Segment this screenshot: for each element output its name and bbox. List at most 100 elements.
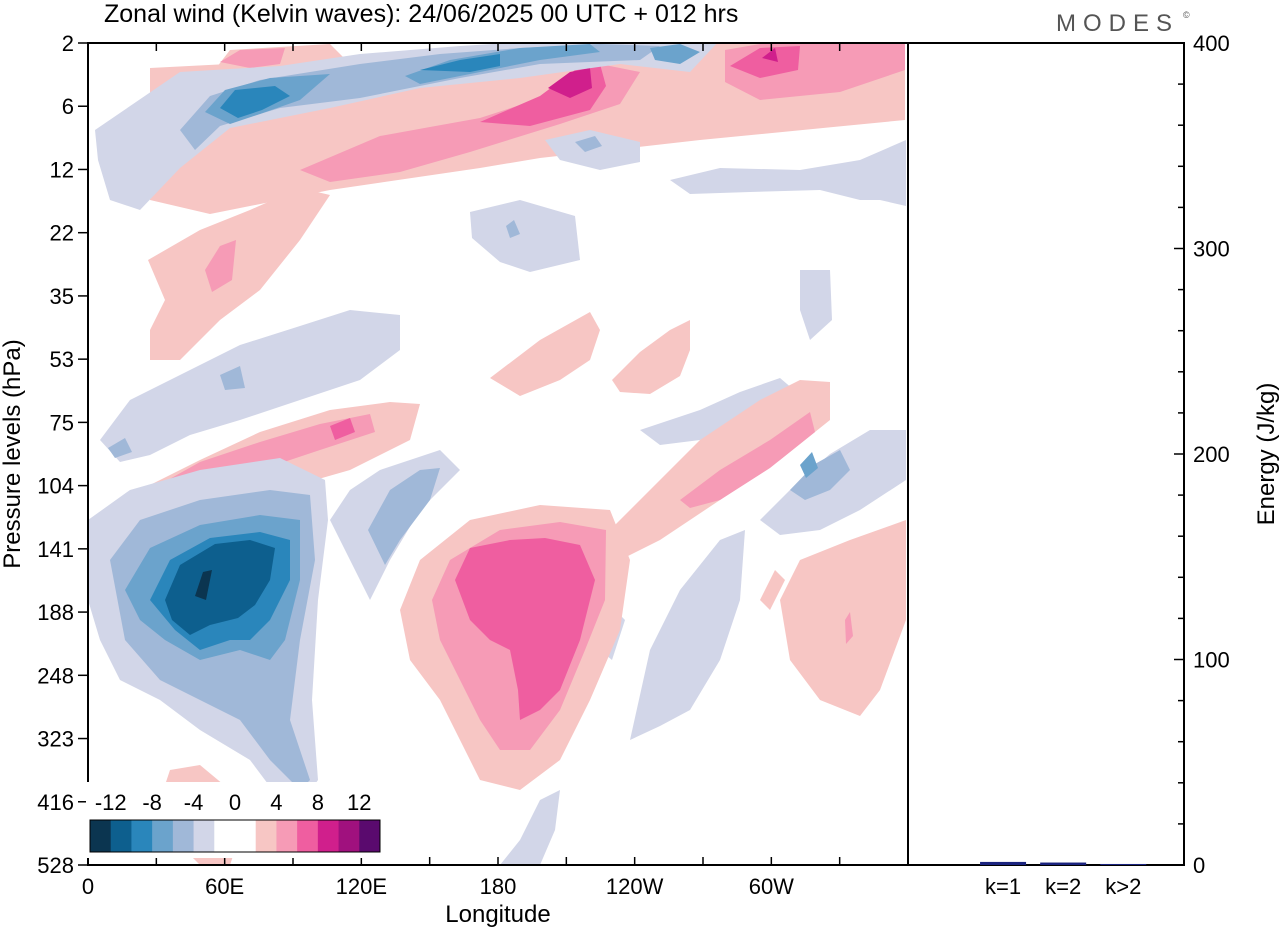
energy-panel-frame: [907, 42, 1185, 866]
y-tick-label: 104: [37, 474, 74, 499]
negative-contour-17: [575, 136, 602, 152]
y-tick-label: 35: [50, 284, 74, 309]
negative-contour-21: [860, 142, 906, 206]
energy-bars: [980, 861, 1147, 865]
negative-contour-13: [405, 44, 600, 84]
y-tick-label: 248: [37, 663, 74, 688]
negative-contour-20: [670, 140, 906, 200]
negative-contour-26: [100, 310, 400, 462]
negative-contour-48: [368, 468, 440, 565]
negative-contour-30: [108, 438, 132, 458]
positive-contour-38: [760, 570, 785, 610]
chart-title: Zonal wind (Kelvin waves): 24/06/2025 00…: [104, 0, 738, 28]
colorbar-label: 8: [312, 790, 324, 815]
colorbar-cell: [90, 820, 112, 852]
x-tick-label: 120W: [606, 874, 664, 899]
colorbar-cell: [235, 820, 257, 852]
x-tick-label: 60E: [205, 874, 244, 899]
positive-contour-56: [455, 538, 595, 720]
positive-contour-25: [612, 320, 690, 394]
colorbar-label: -4: [184, 790, 204, 815]
negative-contour-45: [500, 790, 560, 865]
colorbar-cell: [110, 820, 132, 852]
positive-contour-24: [490, 312, 600, 396]
x-tick-label: 60W: [749, 874, 794, 899]
colorbar-border: [89, 819, 381, 853]
positive-contour-3: [548, 68, 592, 98]
colorbar-cell: [338, 820, 360, 852]
energy-bar-k>2: [1100, 863, 1147, 865]
negative-contour-43: [630, 530, 745, 740]
colorbar-label: 4: [270, 790, 282, 815]
energy-y-axis: 0 100 200 300 400: [1174, 31, 1230, 878]
positive-contour-33: [330, 418, 355, 440]
positive-contour-8: [762, 48, 778, 62]
negative-contour-28: [640, 378, 800, 445]
colorbar-legend: -12 -8 -4 0 4 8 12: [86, 782, 384, 858]
negative-contour-19: [506, 220, 520, 238]
brand-name: MODES: [1056, 10, 1179, 37]
positive-contour-22: [148, 188, 330, 360]
negative-contour-42: [800, 452, 818, 478]
energy-x-axis: k=1 k=2 k>2: [985, 874, 1141, 899]
positive-contour-37: [780, 520, 906, 716]
negative-contour-14: [420, 54, 500, 72]
negative-contour-18: [470, 200, 580, 272]
positive-contour-5: [220, 48, 285, 68]
energy-tick-label: 100: [1193, 648, 1230, 673]
energy-axis-label: Energy (J/kg): [1253, 383, 1280, 526]
y-tick-label: 141: [37, 537, 74, 562]
colorbar-cell: [193, 820, 215, 852]
negative-contour-29: [800, 270, 832, 340]
y-tick-label: 6: [62, 94, 74, 119]
y-axis: 2 6 12 22 35 53 75 104 141 188 248 323 416 528: [37, 31, 88, 878]
positive-contour-7: [730, 46, 800, 78]
y-tick-label: 75: [50, 410, 74, 435]
energy-tick-label: 200: [1193, 442, 1230, 467]
energy-tick-label: 400: [1193, 31, 1230, 56]
y-tick-label: 53: [50, 347, 74, 372]
positive-contour-1: [300, 64, 640, 182]
colorbar-label: 0: [229, 790, 241, 815]
colorbar-label: -12: [95, 790, 127, 815]
energy-bar-k=2: [1040, 862, 1087, 865]
negative-contour-15: [650, 44, 700, 64]
heatmap-layer: [88, 43, 906, 865]
y-tick-label: 22: [50, 221, 74, 246]
y-tick-label: 12: [50, 157, 74, 182]
negative-contour-53: [195, 570, 212, 600]
colorbar-cell: [317, 820, 340, 852]
y-tick-label: 416: [37, 790, 74, 815]
positive-contour-36: [680, 412, 815, 508]
colorbar-cell: [152, 820, 174, 852]
y-tick-label: 528: [37, 853, 74, 878]
y-tick-label: 2: [62, 31, 74, 56]
y-tick-label: 323: [37, 727, 74, 752]
x-axis: 0 60E 120E 180 120W 60W: [82, 43, 909, 899]
positive-contour-39: [845, 612, 853, 644]
brand-logo: MODES ©: [1056, 10, 1190, 37]
negative-contour-52: [165, 540, 275, 635]
negative-contour-12: [220, 86, 290, 118]
energy-tick-label: 0: [1193, 853, 1205, 878]
y-tick-label: 188: [37, 600, 74, 625]
x-tick-label: 0: [82, 874, 94, 899]
x-axis-label: Longitude: [445, 901, 550, 928]
colorbar-cell: [276, 820, 298, 852]
colorbar-label: 12: [347, 790, 371, 815]
x-tick-label: 180: [480, 874, 517, 899]
colorbar-cell: [131, 820, 153, 852]
energy-bar-k=1: [980, 861, 1027, 865]
brand-copyright: ©: [1183, 10, 1190, 20]
energy-tick-label: 300: [1193, 237, 1230, 262]
colorbar-cell: [172, 820, 195, 852]
negative-contour-41: [790, 450, 850, 500]
colorbar-cell: [214, 820, 236, 852]
x-tick-label: 120E: [336, 874, 387, 899]
energy-category-label: k>2: [1105, 874, 1141, 899]
energy-category-label: k=1: [985, 874, 1021, 899]
colorbar-cell: [359, 820, 381, 852]
colorbar-label: -8: [142, 790, 162, 815]
y-axis-label: Pressure levels (hPa): [0, 339, 26, 568]
